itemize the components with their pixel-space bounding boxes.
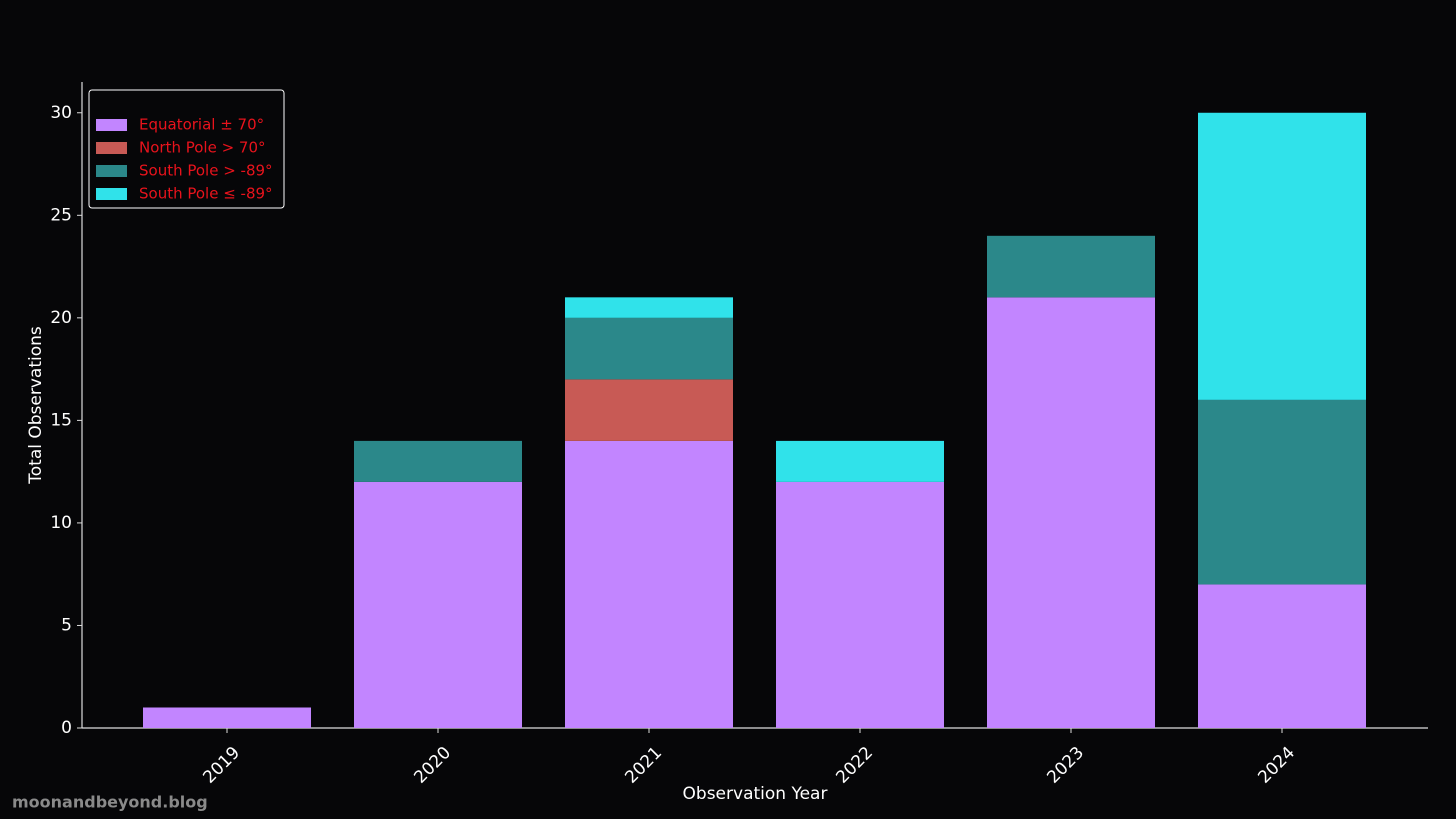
legend-swatch bbox=[96, 188, 127, 200]
legend-swatch bbox=[96, 142, 127, 154]
bar-segment bbox=[1198, 584, 1366, 728]
legend-entry: South Pole ≤ -89° bbox=[139, 185, 273, 203]
x-axis-label: Observation Year bbox=[683, 784, 828, 804]
y-tick-label: 20 bbox=[50, 308, 72, 328]
legend-entry: North Pole > 70° bbox=[139, 139, 266, 157]
y-tick-label: 30 bbox=[50, 103, 72, 123]
bar-segment bbox=[565, 297, 733, 318]
bar-segment bbox=[776, 481, 944, 728]
legend-entry: Equatorial ± 70° bbox=[139, 116, 264, 134]
x-tick-label: 2020 bbox=[410, 743, 455, 788]
x-tick-label: 2021 bbox=[621, 743, 666, 788]
y-tick-label: 25 bbox=[50, 205, 72, 225]
x-tick-label: 2023 bbox=[1043, 743, 1088, 788]
bar-segment bbox=[354, 440, 522, 482]
legend-box bbox=[88, 89, 285, 209]
watermark: moonandbeyond.blog bbox=[12, 793, 208, 812]
y-tick-label: 5 bbox=[61, 615, 72, 635]
x-tick-label: 2019 bbox=[199, 743, 244, 788]
bar-segment bbox=[143, 707, 311, 728]
bar-segment bbox=[354, 481, 522, 728]
bar-segment bbox=[987, 235, 1155, 298]
legend-entry: South Pole > -89° bbox=[139, 162, 273, 180]
bar-segment bbox=[1198, 399, 1366, 585]
y-tick-label: 0 bbox=[61, 718, 72, 738]
legend-swatch bbox=[96, 165, 127, 177]
legend-swatch bbox=[96, 119, 127, 131]
x-tick-label: 2022 bbox=[832, 743, 877, 788]
y-tick-label: 15 bbox=[50, 410, 72, 430]
y-tick-label: 10 bbox=[50, 513, 72, 533]
y-axis-label: Total Observations bbox=[26, 326, 46, 485]
bar-segment bbox=[987, 297, 1155, 728]
bar-segment bbox=[565, 317, 733, 380]
bar-segment bbox=[565, 440, 733, 728]
bar-segment bbox=[776, 440, 944, 482]
bar-segment bbox=[1198, 112, 1366, 400]
x-tick-label: 2024 bbox=[1254, 743, 1299, 788]
bar-segment bbox=[565, 379, 733, 441]
